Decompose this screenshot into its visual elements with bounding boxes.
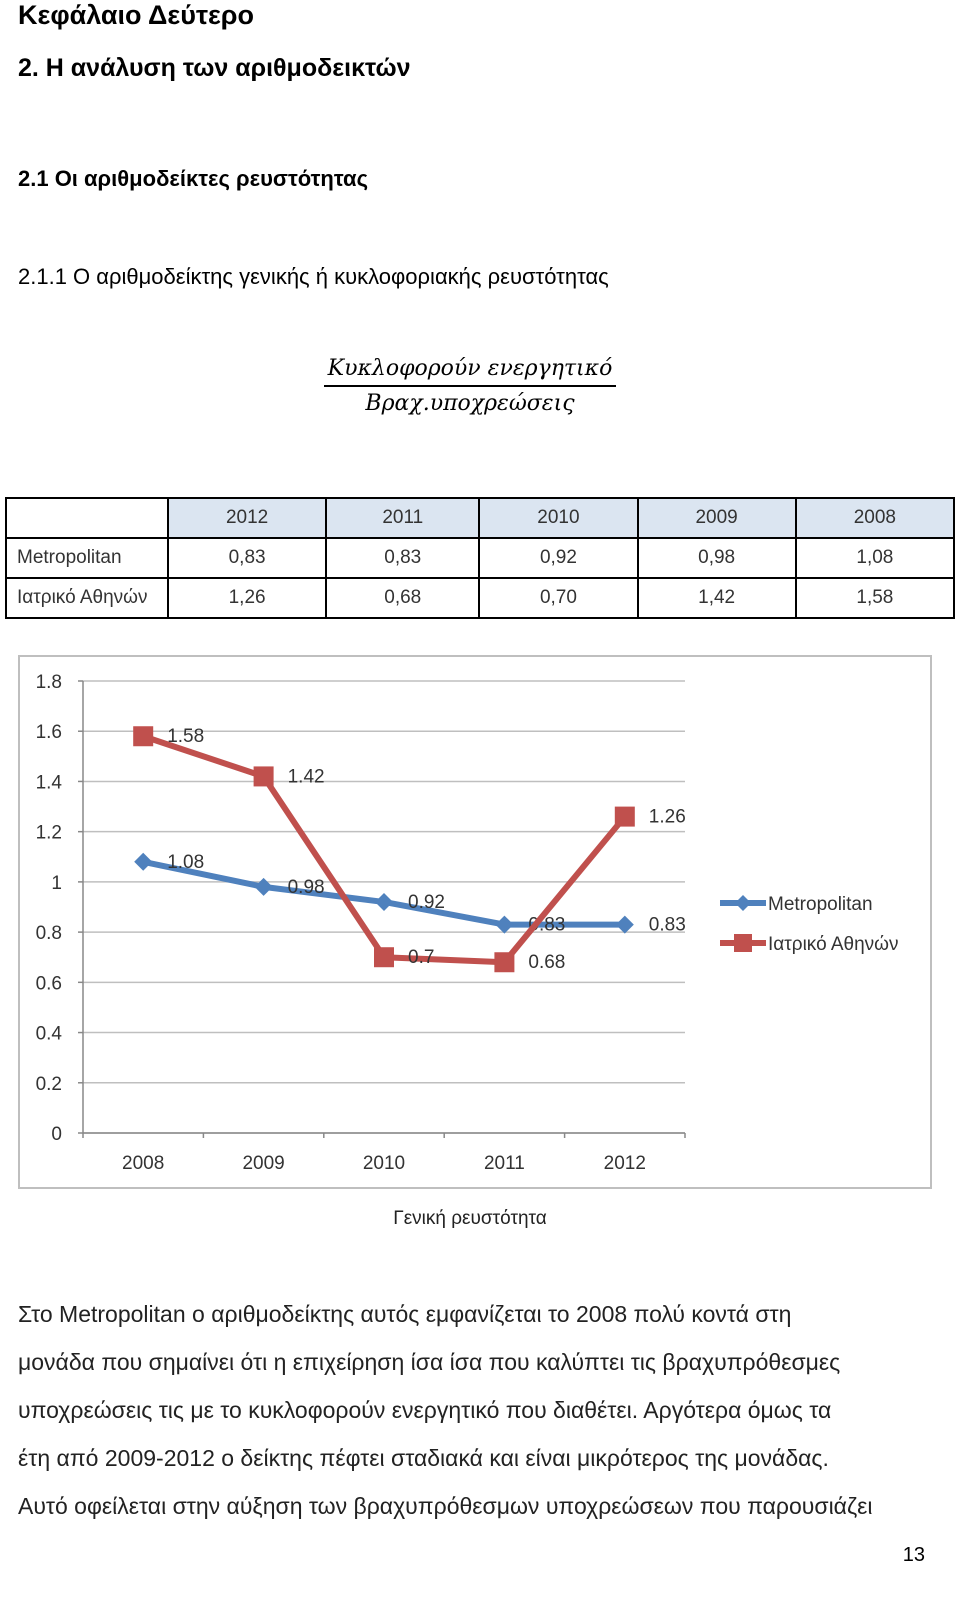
table-row-label: Metropolitan	[5, 537, 169, 579]
data-point	[615, 915, 634, 934]
table-cell: 0,92	[478, 537, 639, 579]
x-tick-label: 2010	[363, 1153, 405, 1174]
legend-marker	[735, 895, 751, 911]
data-point	[374, 947, 394, 968]
chart-caption: Γενική ρευστότητα	[393, 1208, 547, 1229]
table-header-row: 2012 2011 2010 2009 2008	[5, 497, 956, 539]
table-cell: 1,26	[166, 577, 328, 619]
y-tick-label: 0	[51, 1124, 62, 1145]
data-label: 0.68	[528, 952, 565, 973]
body-paragraph: Στο Metropolitan ο αριθμοδείκτης αυτός ε…	[18, 1290, 948, 1530]
formula-numerator: Κυκλοφορούν ενεργητικό	[323, 356, 617, 387]
x-tick-label: 2012	[604, 1153, 646, 1174]
y-tick-label: 1	[51, 873, 62, 894]
data-point	[494, 952, 515, 973]
data-label: 0.83	[649, 915, 686, 936]
x-tick-label: 2011	[484, 1153, 525, 1174]
data-point	[614, 806, 635, 827]
table-year-header: 2009	[636, 497, 797, 539]
table-cell: 0,68	[325, 577, 481, 619]
y-tick-label: 1.2	[36, 823, 62, 844]
y-tick-label: 0.6	[36, 973, 62, 994]
table-cell: 0,83	[325, 537, 481, 579]
x-tick-label: 2008	[122, 1153, 164, 1174]
line-chart: 0 0.2 0.4 0.6 0.8 1 1.2 1.4 1.6 1.8 2008 2009 2010 20…	[36, 672, 899, 1174]
y-tick-label: 0.4	[36, 1024, 63, 1045]
table-row: Metropolitan 0,83 0,83 0,92 0,98 1,08	[5, 537, 956, 579]
paragraph-line: Αυτό οφείλεται στην αύξηση των βραχυπρόθ…	[18, 1493, 873, 1519]
table-cell: 0,98	[636, 537, 797, 579]
x-tick-label: 2009	[242, 1153, 284, 1174]
data-point	[495, 915, 514, 934]
y-tick-label: 0.8	[36, 923, 62, 944]
data-point	[375, 892, 393, 911]
formula-denominator: Βραχ.υποχρεώσεις	[365, 391, 575, 416]
table-cell: 1,42	[636, 577, 797, 619]
subsection-heading: 2.1 Οι αριθμοδείκτες ρευστότητας	[18, 166, 369, 191]
table-cell: 1,08	[794, 537, 956, 579]
data-label: 0.92	[408, 892, 445, 913]
section-heading: 2. Η ανάλυση των αριθμοδεικτών	[18, 54, 411, 82]
data-label: 1.58	[167, 726, 204, 747]
paragraph-line: μονάδα που σημαίνει ότι η επιχείρηση ίσα…	[18, 1349, 841, 1375]
paragraph-line: έτη από 2009-2012 ο δείκτης πέφτει σταδι…	[18, 1445, 829, 1471]
table-year-header: 2011	[325, 497, 481, 539]
y-tick-label: 1.4	[36, 772, 63, 793]
paragraph-line: υποχρεώσεις τις με το κυκλοφορούν ενεργη…	[18, 1397, 832, 1423]
table-row-label: Ιατρικό Αθηνών	[5, 577, 169, 619]
data-point	[133, 726, 154, 747]
legend-marker	[734, 934, 752, 952]
ratio-table: 2012 2011 2010 2009 2008 Metropolitan 0,…	[5, 497, 956, 619]
table-year-header: 2012	[166, 497, 328, 539]
table-corner-cell	[5, 497, 169, 539]
data-point	[253, 766, 274, 787]
legend-label: Ιατρικό Αθηνών	[768, 934, 899, 955]
subsubsection-heading: 2.1.1 Ο αριθμοδείκτης γενικής ή κυκλοφορ…	[18, 264, 609, 289]
y-tick-label: 1.8	[36, 672, 62, 693]
data-label: 1.42	[288, 766, 325, 787]
data-point	[134, 852, 153, 871]
data-label: 1.08	[167, 852, 204, 873]
line-chart-container: 0 0.2 0.4 0.6 0.8 1 1.2 1.4 1.6 1.8 2008 2009 2010 20…	[18, 655, 932, 1189]
y-tick-label: 0.2	[36, 1074, 62, 1095]
table-cell: 1,58	[794, 577, 956, 619]
table-row: Ιατρικό Αθηνών 1,26 0,68 0,70 1,42 1,58	[5, 577, 956, 619]
chapter-heading: Κεφάλαιο Δεύτερο	[18, 0, 254, 30]
data-label: 0.7	[408, 947, 434, 968]
legend-label: Metropolitan	[768, 894, 873, 915]
ratio-formula: Κυκλοφορούν ενεργητικό Βραχ.υποχρεώσεις	[300, 356, 640, 416]
table-cell: 0,83	[166, 537, 328, 579]
table-cell: 0,70	[478, 577, 639, 619]
data-point	[254, 877, 273, 896]
data-label: 1.26	[649, 807, 686, 828]
data-label: 0.98	[288, 877, 325, 898]
table-year-header: 2008	[794, 497, 956, 539]
page-number: 13	[902, 1544, 925, 1566]
paragraph-line: Στο Metropolitan ο αριθμοδείκτης αυτός ε…	[18, 1301, 792, 1327]
table-year-header: 2010	[478, 497, 639, 539]
y-tick-label: 1.6	[36, 722, 62, 743]
